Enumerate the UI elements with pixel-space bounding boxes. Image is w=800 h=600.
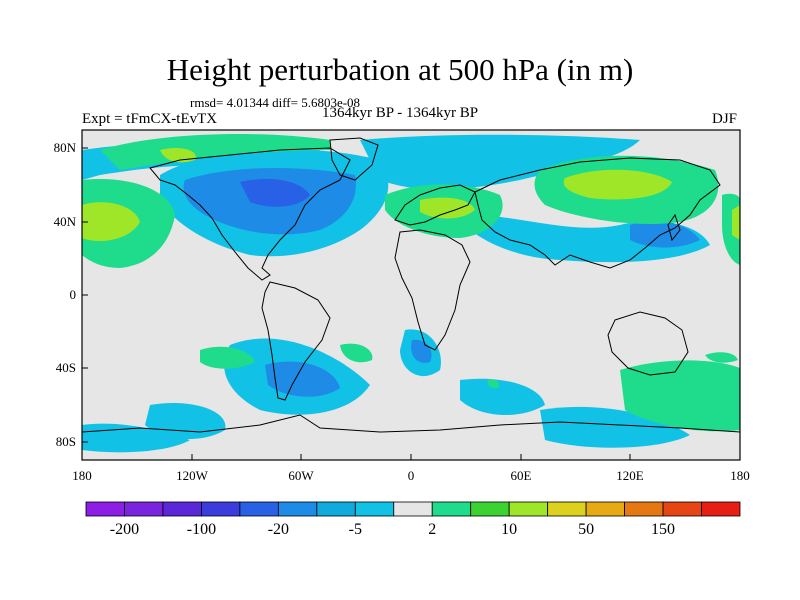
contour-light-blue-southern [540, 406, 690, 448]
colorbar-swatch [508, 501, 549, 517]
colorbar-swatch [585, 501, 625, 517]
colorbar-swatch [201, 501, 241, 517]
colorbar-label: -100 [187, 521, 216, 538]
lat-tick-label: 40S [56, 360, 76, 375]
colorbar-label: -5 [349, 521, 362, 538]
colorbar-swatch [431, 501, 472, 517]
coastline-north-america [149, 147, 351, 281]
lon-tick-label: 180 [730, 468, 750, 483]
colorbar-swatch [393, 501, 433, 517]
contour-lime-asia [563, 169, 672, 200]
contour-lime-europe [420, 197, 475, 219]
coastline-japan [667, 213, 681, 242]
coastline-europe [394, 184, 476, 226]
season-label: DJF [712, 111, 738, 127]
colorbar-swatch [701, 501, 741, 517]
lon-tick-label: 120E [616, 468, 644, 483]
lat-tick-label: 80N [54, 140, 77, 155]
lat-tick-label: 40N [54, 214, 77, 229]
coastline-antarctica [82, 414, 740, 433]
colorbar-swatch [624, 501, 664, 517]
lon-tick-label: 0 [408, 468, 415, 483]
colorbar-swatch [162, 501, 202, 517]
lon-tick-label: 120W [176, 468, 209, 483]
map-title: Height perturbation at 500 hPa (in m) [166, 52, 634, 87]
contour-lime-arctic [160, 148, 196, 163]
contour-lime-north-pacific [82, 202, 140, 242]
lon-tick-label: 60W [288, 468, 314, 483]
colorbar-swatch [662, 501, 702, 517]
contour-light-blue-arctic [360, 134, 640, 190]
colorbar-swatch [354, 501, 395, 517]
colorbar-swatch [470, 501, 510, 517]
lon-tick-label: 180 [72, 468, 92, 483]
colorbar-label: 50 [578, 521, 594, 538]
stats-label: rmsd= 4.01344 diff= 5.6803e-08 [190, 95, 361, 110]
coastline-australia [607, 311, 689, 376]
colorbar-label: 10 [501, 521, 517, 538]
coastline-africa [394, 229, 471, 351]
contour-green-southern-ocean [620, 360, 740, 432]
contour-green-arctic [100, 134, 330, 170]
lat-tick-label: 0 [70, 287, 77, 302]
lat-labels: 80N 40N 0 40S 80S [54, 140, 77, 449]
experiment-label: Expt = tFmCX-tEvTX [82, 111, 218, 127]
colorbar-swatch [239, 501, 279, 517]
contour-light-blue-indian [460, 378, 545, 416]
coastline-asia [474, 157, 721, 269]
contour-lime-west-pacific [732, 205, 740, 240]
colorbar-label: -20 [268, 521, 289, 538]
contour-light-blue-antarctic [82, 423, 190, 453]
contour-green-sw-indian [487, 379, 500, 389]
colorbar-label: 150 [651, 521, 675, 538]
colorbar-swatch [277, 501, 318, 517]
coastlines [82, 137, 740, 433]
coastline-south-america [261, 281, 331, 401]
tick-marks [82, 147, 631, 460]
contour-green-south-pacific [200, 346, 255, 369]
lat-tick-label: 80S [56, 434, 76, 449]
colorbar-swatch [547, 501, 587, 517]
period-label: 1364kyr BP - 1364kyr BP [322, 105, 479, 121]
contour-mid-blue-east-asia [630, 220, 700, 248]
colorbar-swatch [124, 501, 164, 517]
contour-green-nz [705, 352, 738, 363]
contour-fields [82, 134, 740, 453]
colorbar [85, 501, 741, 517]
colorbar-swatch [316, 501, 356, 517]
colorbar-swatch [85, 501, 125, 517]
colorbar-label: -200 [110, 521, 139, 538]
coastline-greenland [329, 137, 379, 181]
lon-labels: 180 120W 60W 0 60E 120E 180 [72, 468, 750, 483]
contour-mid-blue-south-atlantic [265, 361, 340, 397]
colorbar-label: 2 [428, 521, 436, 538]
lon-tick-label: 60E [511, 468, 532, 483]
contour-dark-blue-north-america [240, 178, 310, 207]
contour-green-south-atlantic [340, 343, 373, 363]
colorbar-labels: -200 -100 -20 -5 2 10 50 150 [110, 521, 675, 538]
